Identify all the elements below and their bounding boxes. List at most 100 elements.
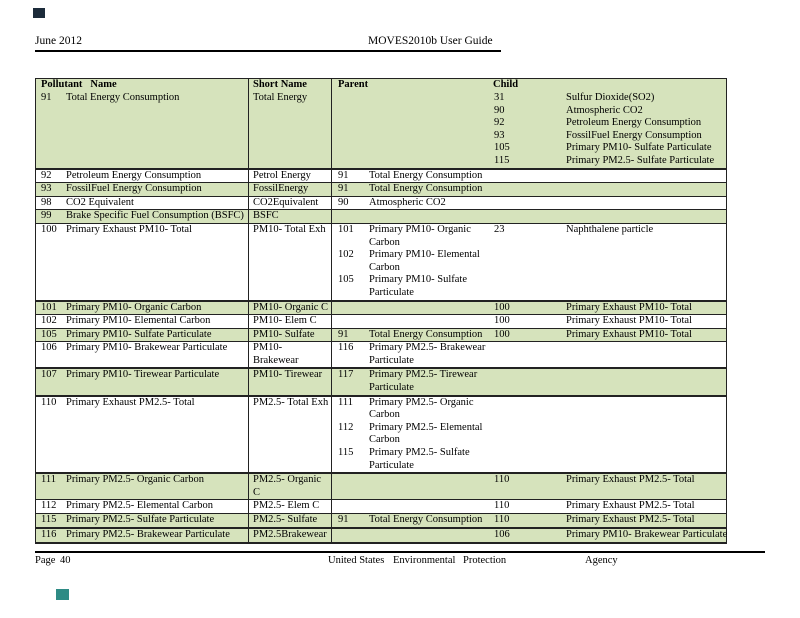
header-date: June 2012 [35,35,82,47]
pollutant-name: Primary Exhaust PM10- Total [66,223,192,235]
short-name-cell: PM10- Tirewear [249,369,332,395]
short-name-cell: FossilEnergy [249,183,332,196]
child-entry: 90 Atmospheric CO2 [493,105,726,118]
table-row: 98 CO2 Equivalent CO2Equivalent 90 Atmospher… [36,196,726,211]
parent-list [332,500,493,513]
pollutant-name: Primary PM10- Elemental Carbon [66,315,211,327]
pollutant-id: 107 [41,369,57,381]
child-entry: 106 Primary PM10- Brakewear Particulate [493,529,727,542]
child-id: 100 [494,315,510,327]
footer-page-label: Page [35,555,56,566]
child-entry: 23 Naphthalene particle [493,224,726,237]
footer-org-word: Agency [585,555,618,566]
child-entry: 100 Primary Exhaust PM10- Total [493,302,726,315]
child-id: 93 [494,129,505,141]
pollutant-table: Pollutant Name Short Name Parent Child 9… [35,78,727,544]
table-row: 115 Primary PM2.5- Sulfate Particulate PM2… [36,514,726,529]
child-entry: 110 Primary Exhaust PM2.5- Total [493,474,726,487]
parent-child-cell: 101 Primary PM10- Organic Carbon 102 Primar… [332,224,726,300]
parent-name: Primary PM2.5- Tirewear Particulate [369,369,478,394]
pollutant-name: Primary PM2.5- Organic Carbon [66,474,205,486]
child-header-label: Child [493,79,519,90]
parent-child-cell: 91 Total Energy Consumption [332,183,726,196]
parent-list: 91 Total Energy Consumption [332,183,493,196]
child-id: 100 [494,328,510,340]
parent-entry: 111 Primary PM2.5- Organic Carbon [332,397,493,422]
child-id: 92 [494,117,505,129]
pollutant-id: 92 [41,169,52,181]
pollutant-name: Primary PM10- Brakewear Particulate [66,342,228,354]
parent-list [332,92,493,168]
pollutant-name: Primary Exhaust PM2.5- Total [66,396,195,408]
pollutant-id: 93 [41,183,52,195]
child-id: 115 [494,154,510,166]
pollutant-id: 102 [41,315,57,327]
pollutant-name: Primary PM2.5- Brakewear Particulate [66,528,230,540]
child-list: 106 Primary PM10- Brakewear Particulate [493,529,727,542]
parent-child-cell: 91 Total Energy Consumption 100 Primary Exh… [332,329,726,342]
table-row: 112 Primary PM2.5- Elemental Carbon PM2.5-… [36,500,726,514]
parent-id: 117 [338,369,354,381]
child-list [493,197,726,210]
child-entry: 31 Sulfur Dioxide(SO2) [493,92,726,105]
parent-child-cell: 110 Primary Exhaust PM2.5- Total [332,500,726,513]
parent-entry: 112 Primary PM2.5- Elemental Carbon [332,422,493,447]
parent-child-cell: 116 Primary PM2.5- Brakewear Particulate [332,342,726,367]
child-list: 110 Primary Exhaust PM2.5- Total [493,514,726,527]
table-row: 91 Total Energy Consumption Total Energy 31… [36,92,726,170]
parent-entry: 115 Primary PM2.5- Sulfate Particulate [332,447,493,472]
child-name: Primary Exhaust PM10- Total [566,301,692,313]
dark-square-marker [33,8,45,18]
pollutant-name: FossilFuel Energy Consumption [66,183,202,195]
table-row: 116 Primary PM2.5- Brakewear Particulate P… [36,528,727,542]
child-list: 110 Primary Exhaust PM2.5- Total [493,500,726,513]
pollutant-cell: 115 Primary PM2.5- Sulfate Particulate [36,514,249,527]
table-row: 100 Primary Exhaust PM10- Total PM10- Tota… [36,223,726,302]
parent-child-cell: 106 Primary PM10- Brakewear Particulate [332,529,727,542]
parent-id: 112 [338,421,354,433]
parent-list: 91 Total Energy Consumption [332,170,493,183]
pollutant-name: Primary PM10- Organic Carbon [66,301,202,313]
pollutant-id: 106 [41,342,57,354]
parent-child-cell: 111 Primary PM2.5- Organic Carbon 112 Prima… [332,397,726,473]
table-row: 106 Primary PM10- Brakewear Particulate PM… [36,342,726,370]
child-list: 100 Primary Exhaust PM10- Total [493,329,726,342]
short-name-cell: PM10- Sulfate [249,328,332,342]
child-list: 100 Primary Exhaust PM10- Total [493,315,726,328]
short-name-cell: PM10- Organic C [249,301,332,315]
pollutant-cell: 107 Primary PM10- Tirewear Particulate [36,369,249,395]
pollutant-cell: 91 Total Energy Consumption [36,92,249,168]
pollutant-id: 98 [41,196,52,208]
pollutant-cell: 102 Primary PM10- Elemental Carbon [36,315,249,328]
parent-list: 90 Atmospheric CO2 [332,197,493,210]
short-name-header-cell: Short Name [249,79,332,92]
parent-name: Primary PM2.5- Brakewear Particulate [369,342,486,366]
child-list [493,342,726,367]
parent-name: Primary PM10- Elemental Carbon [369,249,480,273]
child-entry: 100 Primary Exhaust PM10- Total [493,315,726,328]
child-list [493,210,726,223]
table-header-row: Pollutant Name Short Name Parent Child [36,79,726,92]
parent-child-cell: 100 Primary Exhaust PM10- Total [332,315,726,328]
parent-list: 117 Primary PM2.5- Tirewear Particulate [332,369,493,394]
child-entry: 115 Primary PM2.5- Sulfate Particulate [493,155,726,168]
parent-id: 105 [338,274,354,286]
child-list [493,397,726,473]
pollutant-id: 112 [41,500,57,512]
pollutant-cell: 98 CO2 Equivalent [36,196,249,210]
parent-name: Total Energy Consumption [369,183,483,195]
parent-list: 91 Total Energy Consumption [332,514,493,527]
parent-entry: 105 Primary PM10- Sulfate Particulate [332,274,493,299]
pollutant-header-label: Pollutant [41,79,83,90]
child-id: 31 [494,92,505,103]
footer-org-word: Environmental [393,555,456,566]
parent-entry: 91 Total Energy Consumption [332,170,493,183]
parent-child-cell: 90 Atmospheric CO2 [332,197,726,210]
pollutant-id: 110 [41,396,57,408]
child-entry: 110 Primary Exhaust PM2.5- Total [493,514,726,527]
child-entry: 105 Primary PM10- Sulfate Particulate [493,142,726,155]
footer-page-number: 40 [60,555,71,566]
child-entry: 100 Primary Exhaust PM10- Total [493,329,726,342]
pollutant-name: Petroleum Energy Consumption [66,169,202,181]
